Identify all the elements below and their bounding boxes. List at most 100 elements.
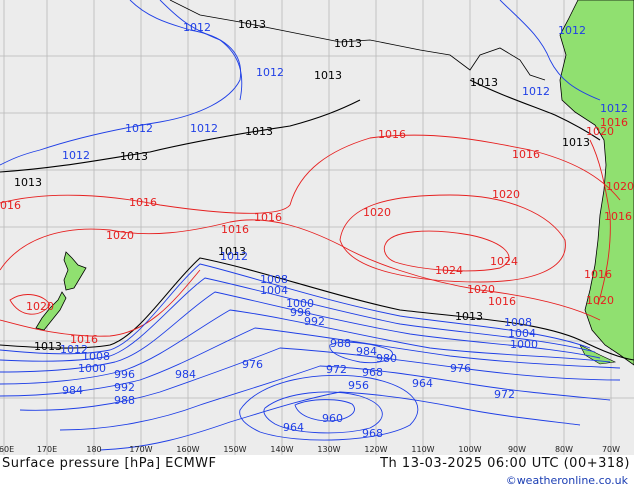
- isobar-label: 1024: [490, 255, 518, 268]
- isobar-label: 1016: [600, 116, 628, 129]
- isobar-label: 988: [330, 337, 351, 350]
- isobar-label: 984: [356, 345, 377, 358]
- isobar-label: 1004: [508, 327, 536, 340]
- lon-label-160e: 160E: [0, 445, 14, 454]
- isobar-label: 972: [494, 388, 515, 401]
- isobars-high: [0, 134, 621, 337]
- longitude-axis: 160E 170E 180 170W 160W 150W 140W 130W 1…: [0, 445, 620, 454]
- isobar-label: 964: [412, 377, 433, 390]
- isobar-label: 1012: [256, 66, 284, 79]
- isobar-label: 984: [175, 368, 196, 381]
- isobar-label: 1020: [26, 300, 54, 313]
- isobar-labels: 1013 1012 1013 1012 1013 1012 1012 1013 …: [0, 18, 634, 440]
- isobars-low: [0, 0, 621, 451]
- isobar-label: 1016: [70, 333, 98, 346]
- lon-label-100w: 100W: [458, 445, 481, 454]
- isobar-label: 1008: [260, 273, 288, 286]
- isobar-label: 980: [376, 352, 397, 365]
- isobar-label: 1012: [183, 21, 211, 34]
- isobar-label: 1012: [190, 122, 218, 135]
- isobar-label: 1013: [218, 245, 246, 258]
- isobar-label: 972: [326, 363, 347, 376]
- ocean-background: [0, 0, 634, 455]
- isobar-label: 1020: [106, 229, 134, 242]
- isobar-label: 992: [114, 381, 135, 394]
- isobar-label: 964: [283, 421, 304, 434]
- isobar-label: 1004: [260, 284, 288, 297]
- isobar-label: 1013: [34, 340, 62, 353]
- lon-label-70w: 70W: [602, 445, 620, 454]
- credit-link[interactable]: ©weatheronline.co.uk: [505, 474, 628, 487]
- isobar-label: 968: [362, 427, 383, 440]
- isobar-label: 1000: [510, 338, 538, 351]
- isobar-label: 996: [114, 368, 135, 381]
- map-title: Surface pressure [hPa] ECMWF: [2, 456, 217, 471]
- lon-label-180: 180: [86, 445, 101, 454]
- isobar-label: 1013: [120, 150, 148, 163]
- new-zealand-south-island: [35, 291, 67, 331]
- south-america-land: [559, 0, 634, 366]
- isobar-label: 1016: [604, 210, 632, 223]
- lon-label-90w: 90W: [508, 445, 526, 454]
- lon-label-170w: 170W: [129, 445, 152, 454]
- isobar-label: 968: [362, 366, 383, 379]
- isobar-label: 1013: [245, 125, 273, 138]
- isobar-label: 1013: [334, 37, 362, 50]
- isobar-label: 1024: [435, 264, 463, 277]
- isobar-label: 976: [450, 362, 471, 375]
- isobar-label: 1016: [488, 295, 516, 308]
- isobar-label: 1020: [467, 283, 495, 296]
- isobar-label: 1000: [286, 297, 314, 310]
- lon-label-110w: 110W: [411, 445, 434, 454]
- valid-time: Th 13-03-2025 06:00 UTC (00+318): [380, 456, 630, 471]
- lon-label-160w: 160W: [176, 445, 199, 454]
- isobar-label: 992: [304, 315, 325, 328]
- lon-label-120w: 120W: [364, 445, 387, 454]
- isobar-label: 1008: [504, 316, 532, 329]
- isobar-label: 016: [0, 199, 21, 212]
- isobar-label: 1020: [586, 125, 614, 138]
- isobar-label: 1020: [606, 180, 634, 193]
- isobar-label: 1016: [129, 196, 157, 209]
- isobar-label: 1012: [522, 85, 550, 98]
- isobar-label: 1008: [82, 350, 110, 363]
- isobar-label: 988: [114, 394, 135, 407]
- isobar-label: 1000: [78, 362, 106, 375]
- isobar-label: 1013: [562, 136, 590, 149]
- isobar-label: 1016: [254, 211, 282, 224]
- land-masses: [35, 0, 634, 366]
- lat-lon-grid: [0, 0, 634, 455]
- isobar-label: 1013: [470, 76, 498, 89]
- isobar-label: 1020: [363, 206, 391, 219]
- isobars-1013: [0, 79, 634, 361]
- map-footer: Surface pressure [hPa] ECMWF Th 13-03-20…: [0, 455, 634, 490]
- lon-label-80w: 80W: [555, 445, 573, 454]
- antarctic-peninsula-tip: [579, 344, 617, 365]
- isobar-label: 1016: [221, 223, 249, 236]
- isobar-label: 984: [62, 384, 83, 397]
- isobar-label: 1016: [378, 128, 406, 141]
- isobar-label: 1012: [62, 149, 90, 162]
- isobar-label: 956: [348, 379, 369, 392]
- isobar-label: 1013: [455, 310, 483, 323]
- lon-label-170e: 170E: [37, 445, 57, 454]
- isobar-label: 1013: [314, 69, 342, 82]
- isobar-label: 1012: [558, 24, 586, 37]
- lon-label-130w: 130W: [317, 445, 340, 454]
- isobar-label: 996: [290, 306, 311, 319]
- isobar-label: 1012: [600, 102, 628, 115]
- new-zealand-north-island: [63, 251, 87, 291]
- lon-label-140w: 140W: [270, 445, 293, 454]
- isobar-label: 1013: [14, 176, 42, 189]
- isobar-label: 1012: [220, 250, 248, 263]
- isobar-label: 1016: [512, 148, 540, 161]
- isobar-label: 1013: [238, 18, 266, 31]
- isobar-label: 976: [242, 358, 263, 371]
- lon-label-150w: 150W: [223, 445, 246, 454]
- isobar-label: 1016: [584, 268, 612, 281]
- isobar-label: 1012: [60, 343, 88, 356]
- pressure-map: 160E 170E 180 170W 160W 150W 140W 130W 1…: [0, 0, 634, 455]
- isobar-label: 1020: [492, 188, 520, 201]
- isobar-label: 1012: [125, 122, 153, 135]
- isobar-label: 1020: [586, 294, 614, 307]
